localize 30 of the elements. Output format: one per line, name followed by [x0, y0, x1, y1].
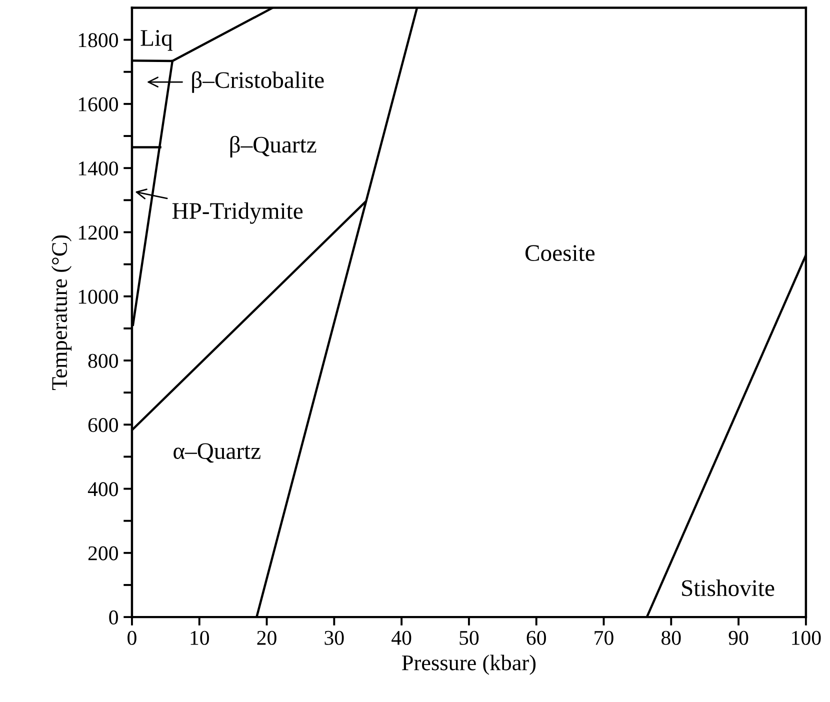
y-tick-label: 1000 [78, 290, 118, 304]
annotation: β–Cristobalite [192, 71, 324, 93]
x-tick-label: 80 [662, 630, 681, 645]
x-tick-label: 90 [728, 630, 748, 645]
annotation: Stishovite [682, 580, 774, 596]
x-tick-label: 50 [460, 630, 479, 645]
annotation: HP-Tridymite [172, 202, 303, 224]
x-axis-title: Pressure (kbar) [402, 654, 536, 675]
y-axis-title: Temperature (°C) [51, 235, 72, 390]
y-tick-label: 1400 [78, 161, 118, 176]
annotation: Liq [140, 30, 172, 51]
x-tick-label: 100 [792, 630, 821, 645]
y-tick-label: 600 [88, 418, 118, 432]
y-tick-label: 800 [88, 354, 118, 368]
x-tick-label: 40 [392, 630, 412, 645]
y-tick-label: 200 [88, 546, 118, 560]
y-tick-label: 400 [88, 482, 118, 496]
x-tick-label: 60 [526, 630, 546, 645]
annotation: Coesite [525, 245, 595, 262]
annotation: β–Quartz [230, 136, 316, 158]
y-tick-label: 1200 [78, 226, 118, 240]
y-tick-label: 1800 [78, 33, 118, 48]
x-tick-label: 10 [190, 630, 209, 645]
x-tick-label: 30 [324, 630, 344, 645]
x-tick-label: 0 [128, 630, 136, 645]
x-tick-label: 20 [257, 630, 276, 645]
y-tick-label: 1600 [78, 97, 118, 112]
y-tick-label: 0 [109, 610, 118, 624]
annotation: α–Quartz [174, 443, 260, 463]
x-tick-label: 70 [594, 630, 614, 645]
